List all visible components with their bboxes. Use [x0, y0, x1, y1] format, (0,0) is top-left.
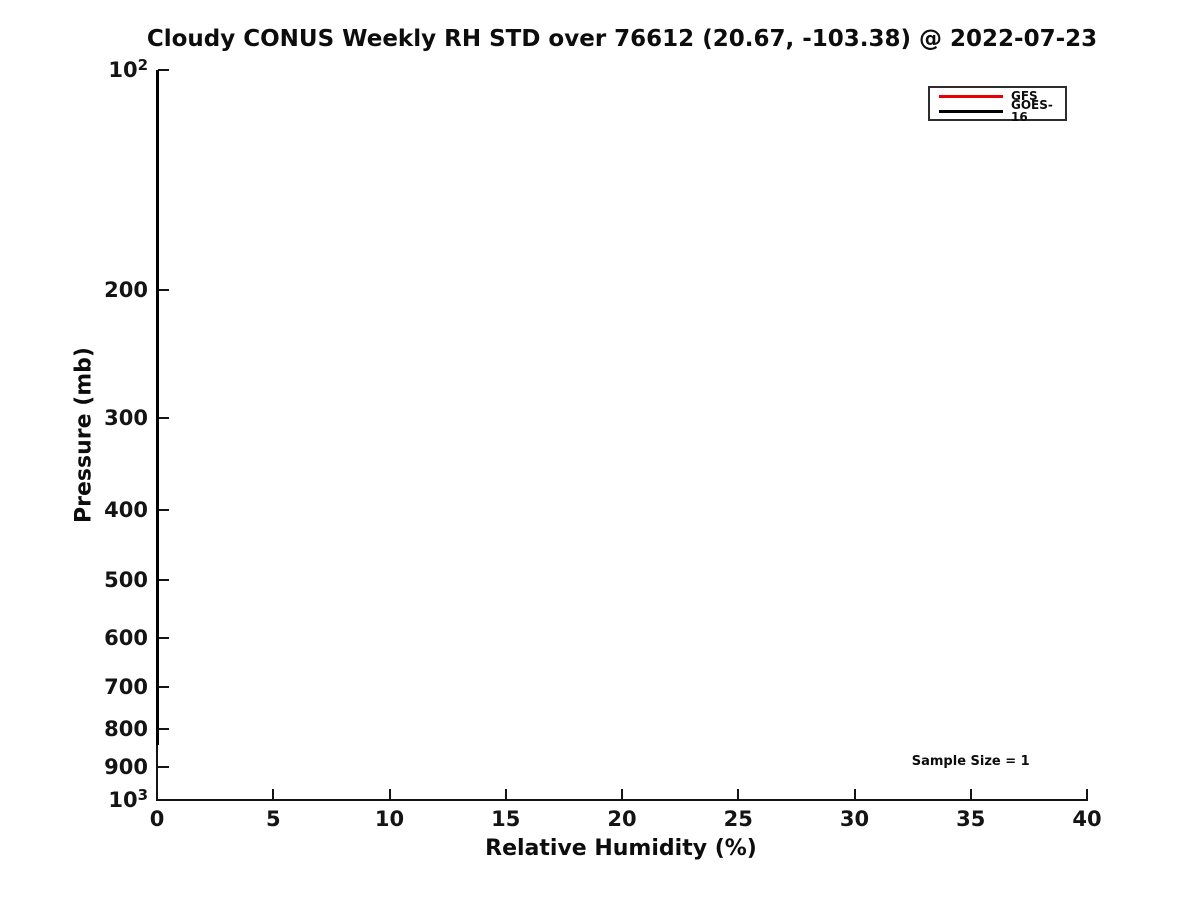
x-tick-mark [621, 789, 623, 800]
y-tick-label: 300 [104, 406, 148, 431]
y-tick-label: 500 [104, 568, 148, 593]
x-tick-mark [969, 789, 972, 800]
y-tick-mark [158, 728, 169, 731]
x-tick-label: 35 [956, 807, 986, 831]
legend: GFS GOES-16 [928, 86, 1067, 123]
x-axis-label: Relative Humidity (%) [485, 836, 757, 861]
y-tick-label: 102 [108, 56, 148, 83]
chart-title: Cloudy CONUS Weekly RH STD over 76612 (2… [146, 26, 1098, 52]
y-tick-label: 900 [104, 754, 148, 779]
y-tick-mark [158, 637, 169, 640]
y-tick-label: 800 [104, 717, 148, 742]
sample-size-annotation: Sample Size = 1 [911, 754, 1030, 770]
x-tick-mark [388, 789, 391, 800]
y-tick-mark [158, 579, 169, 582]
x-tick-mark [156, 789, 158, 800]
x-tick-label: 10 [374, 807, 405, 831]
y-tick-label: 700 [104, 674, 148, 699]
x-tick-label: 30 [839, 807, 870, 831]
y-tick-label: 103 [108, 786, 148, 813]
y-tick-mark [158, 685, 169, 688]
x-tick-label: 25 [723, 807, 753, 831]
series-line-goes-16 [155, 70, 159, 745]
legend-label-goes-16: GOES-16 [1011, 98, 1053, 124]
y-tick-label: 600 [104, 626, 148, 651]
x-axis-spine [156, 799, 1088, 801]
x-tick-label: 5 [265, 807, 281, 831]
y-tick-mark [158, 69, 169, 71]
x-tick-mark [853, 789, 856, 800]
legend-entry-goes-16: GOES-16 [930, 99, 1065, 123]
x-tick-label: 20 [607, 807, 637, 831]
y-tick-mark [158, 799, 169, 801]
x-tick-label: 15 [491, 807, 521, 831]
x-tick-mark [272, 789, 275, 800]
legend-label-gfs: GFS [1011, 89, 1038, 103]
y-tick-mark [158, 288, 169, 291]
y-tick-mark [158, 765, 169, 768]
x-tick-mark [737, 789, 740, 800]
x-tick-mark [1086, 789, 1088, 800]
legend-line-sample-gfs [939, 94, 1003, 98]
y-tick-mark [158, 417, 169, 420]
y-tick-mark [158, 508, 169, 511]
x-tick-label: 40 [1072, 807, 1102, 831]
legend-entry-gfs: GFS [930, 89, 1065, 103]
x-tick-mark [504, 789, 507, 800]
legend-line-sample-goes-16 [939, 109, 1003, 113]
y-tick-label: 200 [104, 277, 148, 302]
x-tick-label: 0 [149, 807, 165, 831]
y-tick-label: 400 [104, 497, 148, 522]
